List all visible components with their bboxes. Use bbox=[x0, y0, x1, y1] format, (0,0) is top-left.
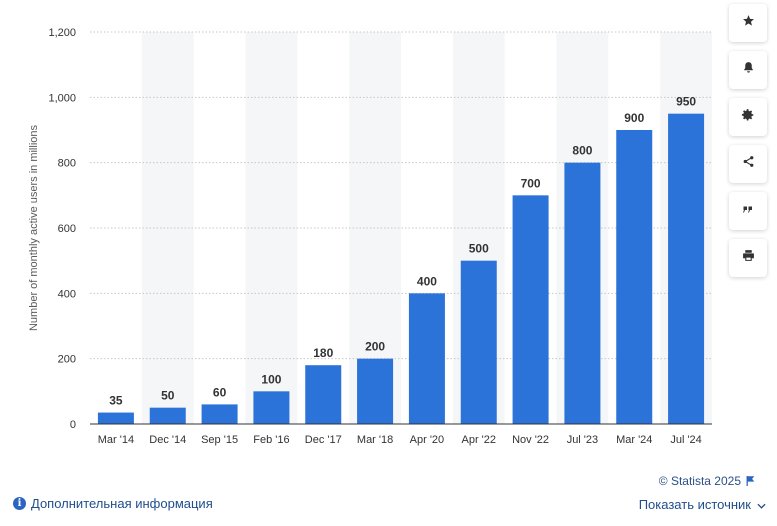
bar[interactable] bbox=[97, 412, 134, 424]
data-label: 950 bbox=[676, 95, 696, 109]
print-button[interactable] bbox=[729, 239, 767, 277]
favorite-button[interactable] bbox=[729, 4, 767, 42]
bar[interactable] bbox=[253, 391, 290, 424]
data-label: 180 bbox=[313, 346, 333, 360]
x-tick-label: Jul '24 bbox=[670, 434, 701, 446]
x-tick-labels: Mar '14 Dec '14 Sep '15 Feb '16 Dec '17 Mar '… bbox=[98, 434, 702, 446]
data-label: 500 bbox=[469, 242, 489, 256]
y-tick-labels: 0 200 400 600 800 1,000 1,200 bbox=[48, 27, 76, 431]
chart-toolbar bbox=[729, 4, 767, 277]
bar[interactable] bbox=[460, 260, 497, 424]
data-label: 700 bbox=[521, 176, 541, 190]
x-tick-label: Dec '14 bbox=[149, 434, 186, 446]
data-label: 800 bbox=[572, 144, 592, 158]
copyright-text: © Statista 2025 bbox=[658, 474, 741, 488]
x-tick-label: Apr '22 bbox=[461, 434, 496, 446]
y-tick-label: 400 bbox=[58, 288, 76, 300]
share-button[interactable] bbox=[729, 145, 767, 183]
x-tick-label: Mar '24 bbox=[616, 434, 652, 446]
bar[interactable] bbox=[512, 195, 549, 424]
x-tick-label: Sep '15 bbox=[201, 434, 238, 446]
category-band bbox=[245, 32, 298, 424]
bell-icon bbox=[742, 61, 755, 79]
show-source-link[interactable]: Показать источник bbox=[639, 497, 766, 512]
more-info-link[interactable]: i Дополнительная информация bbox=[13, 496, 213, 511]
bar[interactable] bbox=[616, 130, 653, 424]
info-icon: i bbox=[13, 497, 26, 510]
bar[interactable] bbox=[564, 162, 601, 424]
y-tick-label: 1,200 bbox=[48, 27, 76, 39]
data-label: 400 bbox=[417, 274, 437, 288]
data-label: 35 bbox=[109, 394, 123, 408]
y-axis-label: Number of monthly active users in millio… bbox=[28, 124, 40, 331]
data-label: 60 bbox=[213, 385, 227, 399]
data-labels: 35 50 60 100 180 200 400 500 700 800 900 950 bbox=[109, 95, 696, 408]
data-label: 50 bbox=[161, 389, 175, 403]
bar[interactable] bbox=[149, 407, 186, 424]
gear-icon bbox=[741, 108, 755, 127]
bar[interactable] bbox=[201, 404, 238, 424]
data-label: 900 bbox=[624, 111, 644, 125]
more-info-text: Дополнительная информация bbox=[31, 496, 213, 511]
x-tick-label: Mar '18 bbox=[357, 434, 393, 446]
bar[interactable] bbox=[408, 293, 445, 424]
x-tick-label: Mar '14 bbox=[98, 434, 134, 446]
quote-icon bbox=[742, 202, 754, 220]
copyright-notice[interactable]: © Statista 2025 bbox=[659, 474, 755, 488]
y-tick-label: 200 bbox=[58, 354, 76, 366]
x-tick-label: Apr '20 bbox=[410, 434, 445, 446]
data-label: 200 bbox=[365, 340, 385, 354]
y-tick-label: 800 bbox=[58, 158, 76, 170]
x-tick-label: Nov '22 bbox=[512, 434, 549, 446]
bar[interactable] bbox=[305, 365, 342, 424]
print-icon bbox=[742, 249, 755, 267]
flag-icon bbox=[746, 476, 755, 486]
y-tick-label: 600 bbox=[58, 223, 76, 235]
notification-button[interactable] bbox=[729, 51, 767, 89]
bar-chart: 35 50 60 100 180 200 400 500 700 800 900 950 0 200 40… bbox=[28, 27, 712, 446]
y-tick-label: 0 bbox=[70, 419, 76, 431]
star-icon bbox=[742, 14, 755, 32]
gridlines bbox=[90, 31, 712, 360]
cite-button[interactable] bbox=[729, 192, 767, 230]
x-tick-label: Dec '17 bbox=[305, 434, 342, 446]
bar[interactable] bbox=[357, 358, 394, 424]
x-tick-label: Feb '16 bbox=[253, 434, 289, 446]
show-source-text: Показать источник bbox=[638, 497, 751, 512]
share-icon bbox=[742, 155, 755, 173]
chevron-down-icon bbox=[757, 497, 766, 512]
settings-button[interactable] bbox=[729, 98, 767, 136]
data-label: 100 bbox=[261, 372, 281, 386]
y-tick-label: 1,000 bbox=[48, 92, 76, 104]
x-tick-label: Jul '23 bbox=[567, 434, 598, 446]
bar[interactable] bbox=[668, 113, 705, 425]
bars bbox=[97, 113, 705, 425]
